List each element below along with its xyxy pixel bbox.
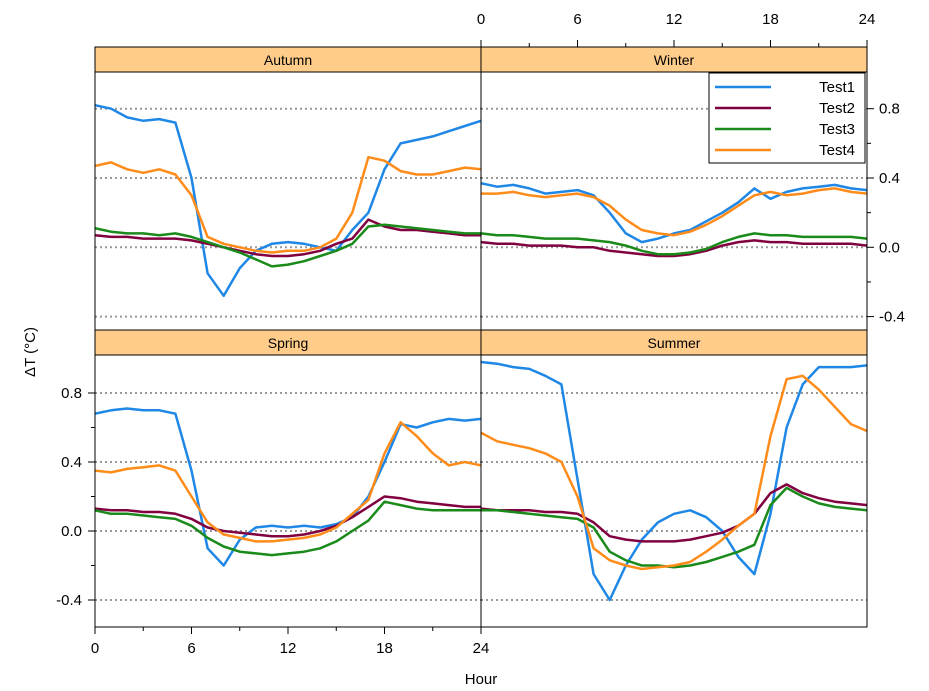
strip-label-spring: Spring <box>268 335 308 351</box>
frame-winter <box>480 71 868 331</box>
x-tick-label: 6 <box>573 11 581 28</box>
x-tick-label: 18 <box>762 11 779 28</box>
axes: 0 6 12 18 24 0 6 12 18 24 -0.4 0.0 0.4 0.8 -0.4 0.0 0.4 0… <box>56 11 905 657</box>
y-tick-label: -0.4 <box>56 592 82 609</box>
series-lines <box>95 103 867 602</box>
strip-label-winter: Winter <box>654 52 695 68</box>
line-autumn-test3 <box>95 223 481 268</box>
y-axis-title: ΔT (°C) <box>22 327 39 377</box>
x-tick-label: 12 <box>280 640 297 657</box>
strip-winter <box>480 46 868 73</box>
panel-strips: Autumn Winter Spring Summer <box>94 46 868 356</box>
line-spring-test3 <box>95 500 481 557</box>
legend-label-test1: Test1 <box>819 79 855 96</box>
line-summer-test3 <box>481 486 867 569</box>
x-axis-title: Hour <box>465 671 498 688</box>
x-tick-label: 0 <box>477 11 485 28</box>
line-autumn-test2 <box>95 218 481 258</box>
x-tick-label: 18 <box>376 640 393 657</box>
y-tick-label: 0.8 <box>61 385 82 402</box>
line-winter-test4 <box>481 187 867 237</box>
x-tick-label: 6 <box>187 640 195 657</box>
frame-autumn <box>94 71 482 331</box>
line-summer-test1 <box>481 360 867 602</box>
y-tick-label: 0.0 <box>61 523 82 540</box>
line-autumn-test1 <box>95 103 481 298</box>
legend-label-test3: Test3 <box>819 121 855 138</box>
line-winter-test3 <box>481 232 867 256</box>
line-winter-test1 <box>481 181 867 244</box>
line-spring-test1 <box>95 407 481 567</box>
x-tick-label: 24 <box>473 640 490 657</box>
line-autumn-test4 <box>95 155 481 254</box>
y-tick-label: 0.8 <box>879 101 900 118</box>
strip-label-autumn: Autumn <box>264 52 312 68</box>
line-spring-test4 <box>95 421 481 543</box>
line-summer-test4 <box>481 374 867 571</box>
line-winter-test2 <box>481 239 867 258</box>
line-summer-test2 <box>481 483 867 543</box>
legend-label-test2: Test2 <box>819 100 855 117</box>
x-tick-label: 24 <box>859 11 876 28</box>
y-tick-label: -0.4 <box>879 309 905 326</box>
legend-label-test4: Test4 <box>819 142 855 159</box>
y-tick-label: 0.4 <box>61 454 82 471</box>
y-tick-label: 0.0 <box>879 239 900 256</box>
line-spring-test2 <box>95 495 481 538</box>
strip-autumn <box>94 46 482 73</box>
legend: Test1 Test2 Test3 Test4 <box>708 72 866 164</box>
strip-label-summer: Summer <box>648 335 701 351</box>
y-tick-label: 0.4 <box>879 170 900 187</box>
x-tick-label: 12 <box>666 11 683 28</box>
frame-summer <box>480 354 868 628</box>
x-tick-label: 0 <box>91 640 99 657</box>
frame-spring <box>94 354 482 628</box>
strip-summer <box>480 329 868 356</box>
